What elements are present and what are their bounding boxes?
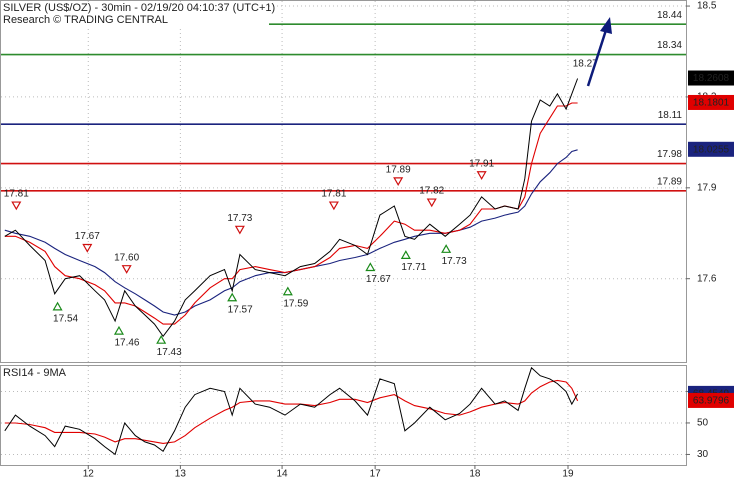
swing-label: 17.46 — [114, 338, 139, 349]
x-tick-label: 12 — [83, 469, 95, 480]
y-tick-label: 30 — [697, 449, 709, 460]
arrow-shaft — [586, 29, 608, 87]
low-marker — [282, 286, 293, 296]
last-value-label: 63.9796 — [693, 396, 730, 407]
high-marker — [426, 198, 437, 208]
swing-label: 17.59 — [283, 298, 308, 309]
subtitle: Research © TRADING CENTRAL — [3, 14, 168, 26]
title-backdrop — [1, 2, 269, 26]
series-line — [4, 78, 579, 338]
x-tick-label: 19 — [562, 469, 574, 480]
y-tick-label: 17.9 — [697, 182, 717, 193]
last-value-label: 18.1801 — [693, 98, 730, 109]
high-marker — [121, 265, 132, 274]
high-marker — [82, 243, 93, 253]
low-marker — [400, 250, 411, 259]
panel-title: SILVER (US$/OZ) - 30min - 02/19/20 04:10… — [3, 2, 275, 14]
swing-label: 17.71 — [401, 262, 426, 273]
low-marker — [113, 325, 125, 335]
last-value-box — [688, 70, 734, 86]
y-tick-label: 50 — [697, 418, 709, 429]
high-marker — [11, 201, 22, 211]
level-label: 17.98 — [657, 149, 682, 160]
y-tick-label: 17.6 — [697, 273, 717, 284]
swing-label: 17.91 — [469, 158, 494, 169]
x-tick-label: 13 — [175, 469, 187, 480]
rsi-panel — [0, 365, 687, 466]
swing-label: 17.73 — [227, 213, 252, 224]
last-value-box — [688, 141, 734, 157]
target-label: 18.27 — [573, 58, 598, 69]
high-marker — [328, 201, 339, 211]
level-label: 18.11 — [658, 110, 683, 121]
y-tick-label: 18.5 — [697, 1, 717, 12]
level-label: 17.89 — [657, 176, 682, 187]
x-tick-label: 18 — [469, 469, 481, 480]
x-tick-label: 17 — [370, 469, 382, 480]
x-tick-label: 14 — [277, 469, 289, 480]
high-marker — [234, 225, 245, 235]
swing-label: 17.54 — [53, 314, 78, 325]
high-marker — [476, 171, 487, 180]
last-value-label: 18.2608 — [693, 73, 730, 84]
panel-title: RSI14 - 9MA — [3, 367, 67, 379]
last-value-label: 18.0255 — [693, 144, 730, 155]
series-line — [4, 366, 579, 456]
high-marker — [393, 177, 404, 187]
level-label: 18.34 — [657, 40, 682, 51]
low-marker — [227, 292, 238, 302]
swing-label: 17.67 — [366, 274, 391, 285]
low-marker — [441, 244, 452, 253]
swing-label: 17.43 — [157, 347, 182, 358]
last-value-box — [688, 392, 734, 408]
swing-label: 17.60 — [114, 252, 139, 263]
low-marker — [156, 334, 167, 344]
target-arrow — [586, 17, 612, 87]
low-marker — [52, 301, 63, 311]
swing-label: 17.81 — [4, 189, 29, 200]
swing-label: 17.73 — [442, 256, 467, 267]
swing-label: 17.57 — [228, 304, 253, 315]
last-value-box — [688, 94, 734, 110]
swing-label: 17.81 — [321, 189, 346, 200]
swing-label: 17.67 — [75, 231, 100, 242]
title-backdrop — [1, 367, 67, 379]
arrow-head — [600, 17, 612, 34]
swing-label: 17.82 — [419, 186, 444, 197]
swing-label: 17.89 — [386, 164, 411, 175]
low-marker — [365, 262, 376, 272]
level-label: 18.44 — [657, 10, 682, 21]
